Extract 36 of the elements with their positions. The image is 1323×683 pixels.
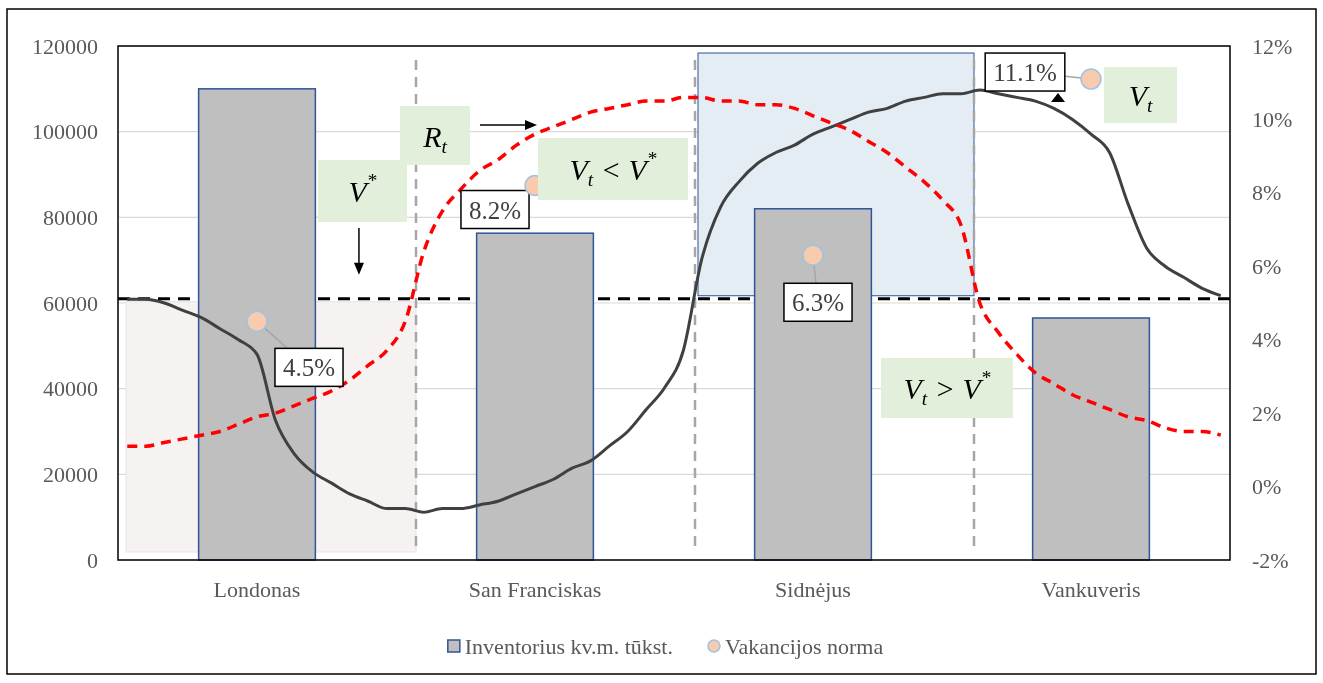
y-tick-label: 20000 — [43, 461, 98, 487]
point — [1080, 68, 1102, 90]
annotation: V$^{*}$ — [348, 170, 377, 208]
y-tick-label: 4% — [1252, 327, 1282, 353]
y-tick-label: 8% — [1252, 180, 1282, 206]
y-tick-label: 120000 — [32, 33, 98, 59]
bar — [475, 232, 595, 561]
y-tick-label: 80000 — [43, 204, 98, 230]
y-tick-label: 6% — [1252, 253, 1282, 279]
y-tick-label: 40000 — [43, 376, 98, 402]
annotation: R$_{t}$ — [422, 119, 448, 157]
data-label: 11.1% — [993, 58, 1057, 86]
x-tick-label: Londonas — [213, 576, 301, 602]
point — [802, 244, 824, 267]
x-tick-label: Sidnėjus — [775, 576, 851, 602]
data-label: 8.2% — [468, 196, 522, 224]
annotation: V$_{t}$ > V$^{*}$ — [903, 367, 991, 409]
legend-label: Vakancijos norma — [724, 633, 884, 659]
y-tick-label: 100000 — [32, 119, 98, 145]
y-tick-label: 10% — [1252, 106, 1293, 132]
y-tick-label: 2% — [1252, 400, 1282, 426]
y-tick-label: 0% — [1252, 474, 1282, 500]
data-label: 4.5% — [282, 353, 336, 381]
y-tick-label: -2% — [1252, 547, 1289, 573]
annotation: V$_{t}$ — [1128, 78, 1153, 116]
y-tick-label: 60000 — [43, 290, 98, 316]
annotation: V$_{t}$ < V$^{*}$ — [569, 148, 657, 190]
bar — [1031, 317, 1151, 561]
legend-label: Inventorius kv.m. tūkst. — [464, 633, 673, 659]
y-tick-label: 12% — [1252, 33, 1293, 59]
y-tick-label: 0 — [87, 547, 98, 573]
line-series — [125, 88, 1223, 514]
data-label: 6.3% — [791, 288, 845, 316]
x-tick-label: San Franciskas — [468, 576, 602, 602]
point — [246, 310, 268, 333]
x-tick-label: Vankuveris — [1041, 576, 1141, 602]
